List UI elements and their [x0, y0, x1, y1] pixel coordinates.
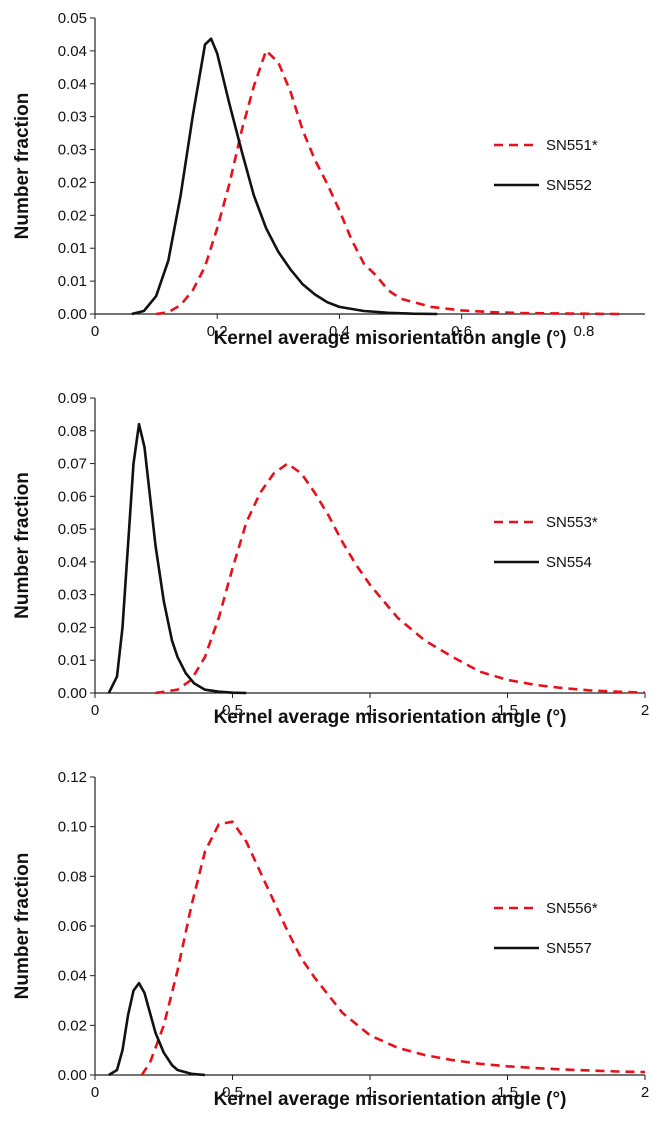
x-tick-label: 0: [91, 323, 99, 340]
y-tick-label: 0.04: [58, 76, 87, 93]
y-axis-label: Number fraction: [12, 93, 33, 240]
series-line-sn551: [155, 49, 621, 316]
x-tick-label: 0.5: [222, 702, 243, 719]
chart-panel-3: 0.00 0.02 0.04 0.06 0.08 0.10 0.12 0 0.5 1 1.5 2 Ker…: [12, 769, 649, 1110]
y-tick-label: 0.08: [58, 868, 87, 885]
y-axis-label: Number fraction: [12, 853, 33, 1000]
x-tick-label: 0.4: [329, 323, 350, 340]
x-tick-label: 1: [366, 702, 374, 719]
y-tick-label: 0.04: [58, 43, 87, 60]
legend-label: SN553*: [546, 514, 598, 531]
legend-label: SN557: [546, 940, 592, 957]
y-axis-label: Number fraction: [12, 472, 33, 619]
y-tick-label: 0.04: [58, 968, 87, 985]
y-tick-label: 0.00: [58, 685, 87, 702]
y-tick-label: 0.02: [58, 619, 87, 636]
y-tick-label: 0.00: [58, 306, 87, 323]
legend-label: SN551*: [546, 137, 598, 154]
legend-label: SN552: [546, 177, 592, 194]
y-tick-label: 0.07: [58, 456, 87, 473]
chart-panel-2: 0.00 0.01 0.02 0.03 0.04 0.05 0.06 0.07 0.08 0.09…: [12, 390, 649, 728]
legend-label: SN556*: [546, 900, 598, 917]
x-tick-label: 1.5: [497, 702, 518, 719]
x-axis-label: Kernel average misorientation angle (°): [214, 1089, 567, 1110]
y-tick-label: 0.03: [58, 142, 87, 159]
y-tick-label: 0.03: [58, 109, 87, 126]
y-tick-label: 0.10: [58, 819, 87, 836]
series-line-sn553: [155, 462, 646, 695]
series-line-sn557: [108, 981, 206, 1077]
y-tick-label: 0.04: [58, 554, 87, 571]
legend-label: SN554: [546, 554, 592, 571]
x-tick-label: 2: [641, 702, 649, 719]
y-tick-label: 0.01: [58, 240, 87, 257]
y-tick-label: 0.02: [58, 1017, 87, 1034]
x-tick-label: 0: [91, 1084, 99, 1101]
x-tick-label: 0: [91, 702, 99, 719]
x-tick-label: 0.2: [207, 323, 228, 340]
x-axis-label: Kernel average misorientation angle (°): [214, 328, 567, 349]
x-tick-label: 1.5: [497, 1084, 518, 1101]
y-tick-label: 0.09: [58, 390, 87, 407]
x-tick-label: 0.6: [451, 323, 472, 340]
y-tick-label: 0.06: [58, 488, 87, 505]
y-tick-label: 0.00: [58, 1067, 87, 1084]
y-tick-label: 0.01: [58, 273, 87, 290]
chart-panel-1: 0.00 0.01 0.01 0.02 0.02 0.03 0.03 0.04 0.04 0.05…: [12, 10, 645, 349]
series-line-sn556: [140, 820, 646, 1076]
y-tick-label: 0.01: [58, 652, 87, 669]
y-tick-label: 0.05: [58, 10, 87, 27]
x-axis-label: Kernel average misorientation angle (°): [214, 707, 567, 728]
y-tick-label: 0.03: [58, 587, 87, 604]
x-tick-label: 0.5: [222, 1084, 243, 1101]
y-tick-label: 0.02: [58, 174, 87, 191]
y-tick-label: 0.06: [58, 918, 87, 935]
y-tick-label: 0.12: [58, 769, 87, 786]
series-line-sn552: [131, 37, 438, 316]
y-tick-label: 0.05: [58, 521, 87, 538]
x-tick-label: 1: [366, 1084, 374, 1101]
y-tick-label: 0.02: [58, 207, 87, 224]
x-tick-label: 2: [641, 1084, 649, 1101]
series-line-sn554: [107, 422, 247, 695]
x-tick-label: 0.8: [573, 323, 594, 340]
y-tick-label: 0.08: [58, 423, 87, 440]
